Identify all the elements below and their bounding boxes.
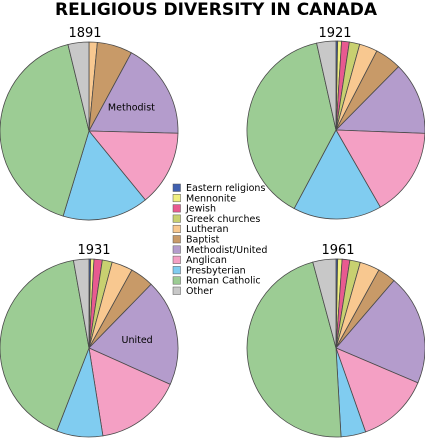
legend-label: Roman Catholic xyxy=(186,276,261,287)
legend-label: Eastern religions xyxy=(186,183,265,194)
pie-slice-presbyterian xyxy=(293,129,381,220)
legend-swatch xyxy=(172,235,181,244)
pie-slice-methodist-united xyxy=(88,283,179,385)
legend-item-anglican: Anglican xyxy=(172,255,227,266)
legend-label: Methodist/United xyxy=(186,245,267,256)
pie-charts: 1891 Methodist 1921 1931 United 1961 xyxy=(0,26,425,438)
legend-swatch xyxy=(172,224,181,233)
pie-1961: 1961 xyxy=(246,243,425,438)
legend-item-greek-churches: Greek churches xyxy=(172,214,260,225)
legend-swatch xyxy=(172,183,181,192)
legend-item-baptist: Baptist xyxy=(172,235,220,246)
chart-title: RELIGIOUS DIVERSITY IN CANADA xyxy=(55,0,378,20)
legend-swatch xyxy=(172,266,181,275)
legend-swatch xyxy=(172,255,181,264)
slice-label-united: United xyxy=(121,335,152,346)
legend-label: Lutheran xyxy=(186,224,229,235)
legend-label: Anglican xyxy=(186,255,227,266)
legend-swatch xyxy=(172,194,181,203)
legend-swatch xyxy=(172,214,181,223)
legend-label: Mennonite xyxy=(186,193,236,204)
pie-slice-anglican xyxy=(335,347,419,433)
pie-year-label: 1921 xyxy=(318,26,351,41)
legend-item-eastern-religions: Eastern religions xyxy=(172,183,265,194)
pie-slice-methodist-united xyxy=(88,52,179,134)
pie-slice-roman-catholic xyxy=(246,261,342,438)
pie-slice-roman-catholic xyxy=(0,44,90,217)
legend-item-roman-catholic: Roman Catholic xyxy=(172,276,261,287)
pie-slice-other xyxy=(312,258,337,349)
pie-1891: 1891 Methodist xyxy=(0,26,179,221)
pie-year-label: 1931 xyxy=(77,243,110,258)
pie-slice-roman-catholic xyxy=(0,259,90,432)
pie-slice-presbyterian xyxy=(62,130,146,221)
pie-year-label: 1961 xyxy=(321,243,354,258)
legend-swatch xyxy=(172,204,181,213)
legend-item-jewish: Jewish xyxy=(172,204,216,215)
legend-label: Jewish xyxy=(185,204,216,215)
legend-item-mennonite: Mennonite xyxy=(172,193,236,204)
pie-slice-anglican xyxy=(88,130,179,201)
legend-swatch xyxy=(172,286,181,295)
pie-slice-anglican xyxy=(88,347,171,437)
slice-label-methodist: Methodist xyxy=(108,103,155,114)
pie-slice-other xyxy=(67,41,90,132)
pie-slice-other xyxy=(72,258,90,349)
legend-item-presbyterian: Presbyterian xyxy=(172,265,246,276)
legend-label: Other xyxy=(186,286,213,297)
pie-slice-other xyxy=(316,40,337,131)
pie-1931: 1931 United xyxy=(0,243,179,438)
legend-label: Greek churches xyxy=(186,214,260,225)
legend-swatch xyxy=(172,245,181,254)
pie-1921: 1921 xyxy=(246,26,425,220)
legend-swatch xyxy=(172,276,181,285)
legend-item-lutheran: Lutheran xyxy=(172,224,229,235)
legend-label: Baptist xyxy=(186,235,220,246)
legend-label: Presbyterian xyxy=(186,265,246,276)
pie-year-label: 1891 xyxy=(68,26,101,41)
legend-item-other: Other xyxy=(172,286,213,297)
legend-item-methodist-united: Methodist/United xyxy=(172,245,267,256)
pie-slice-roman-catholic xyxy=(246,42,337,210)
